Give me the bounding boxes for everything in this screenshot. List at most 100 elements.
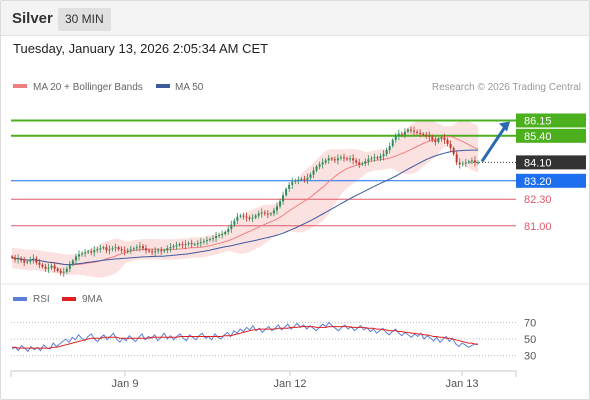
candle bbox=[38, 259, 41, 269]
candle bbox=[309, 172, 312, 180]
candle bbox=[47, 263, 50, 273]
candle bbox=[416, 129, 419, 135]
candle bbox=[385, 147, 388, 157]
candle-body bbox=[397, 133, 400, 136]
candle bbox=[245, 212, 248, 222]
candle bbox=[473, 156, 476, 167]
candle bbox=[333, 156, 336, 164]
candle bbox=[96, 247, 99, 253]
candle-body bbox=[123, 250, 126, 252]
timestamp: Tuesday, January 13, 2026 2:05:34 AM CET bbox=[13, 41, 269, 56]
candle bbox=[187, 240, 190, 247]
candle-body bbox=[361, 163, 364, 165]
candle bbox=[282, 191, 285, 205]
candle-body bbox=[120, 249, 123, 251]
interval-button[interactable]: 30 MIN bbox=[58, 8, 111, 31]
candle bbox=[175, 241, 178, 250]
candle bbox=[120, 246, 123, 254]
candle-body bbox=[428, 135, 431, 137]
candle bbox=[388, 142, 391, 154]
chart-header: Silver 30 MIN bbox=[1, 1, 589, 36]
candle-body bbox=[196, 243, 199, 245]
support-label: 82.30 bbox=[524, 194, 552, 206]
candle bbox=[355, 158, 358, 165]
candle-body bbox=[373, 157, 376, 159]
candle bbox=[108, 245, 111, 255]
candle-body bbox=[370, 158, 373, 160]
candle-body bbox=[96, 249, 99, 251]
candle bbox=[342, 153, 345, 162]
forecast-arrow-head bbox=[499, 121, 510, 132]
resistance-label: 85.40 bbox=[524, 131, 552, 143]
candle-body bbox=[376, 157, 379, 159]
candle-body bbox=[193, 244, 196, 246]
candle bbox=[288, 182, 291, 192]
candle-body bbox=[355, 160, 358, 163]
candle-body bbox=[81, 253, 84, 255]
candle-body bbox=[272, 210, 275, 214]
candle-body bbox=[199, 242, 202, 244]
candle-body bbox=[138, 246, 141, 248]
rsi-ma-line bbox=[12, 326, 478, 349]
candle-body bbox=[297, 179, 300, 181]
candle-body bbox=[452, 148, 455, 155]
candle-body bbox=[221, 233, 224, 235]
candle bbox=[193, 242, 196, 246]
candle bbox=[202, 238, 205, 245]
candle bbox=[446, 137, 449, 147]
candle bbox=[391, 138, 394, 148]
candle-body bbox=[108, 249, 111, 251]
candle-body bbox=[172, 246, 175, 248]
candle-body bbox=[434, 139, 437, 142]
candle bbox=[370, 156, 373, 162]
candle-body bbox=[275, 206, 278, 211]
ma20-line bbox=[11, 135, 479, 266]
candle bbox=[272, 207, 275, 217]
candle bbox=[236, 213, 239, 225]
rsi-ma-legend-swatch bbox=[62, 297, 76, 301]
candle bbox=[102, 245, 105, 250]
candle-body bbox=[26, 261, 29, 263]
candle bbox=[367, 155, 370, 166]
rsi-ma-legend-label: 9MA bbox=[82, 294, 103, 305]
candle-body bbox=[315, 166, 318, 171]
candle-body bbox=[470, 160, 473, 162]
candle bbox=[129, 245, 132, 254]
candle bbox=[437, 137, 440, 144]
candle-body bbox=[291, 181, 294, 185]
candle-body bbox=[44, 266, 47, 269]
moving-averages bbox=[11, 135, 479, 266]
candle bbox=[379, 153, 382, 162]
candle bbox=[17, 254, 20, 264]
candle bbox=[11, 254, 13, 260]
candle bbox=[306, 173, 309, 184]
candle-body bbox=[285, 188, 288, 196]
candle-body bbox=[181, 244, 184, 246]
candle bbox=[275, 202, 278, 215]
candle bbox=[440, 134, 443, 142]
candle bbox=[227, 225, 230, 235]
resistance-marker bbox=[516, 128, 586, 143]
candle bbox=[71, 258, 74, 267]
candle-body bbox=[300, 178, 303, 180]
bollinger-bands bbox=[12, 119, 478, 278]
candle bbox=[26, 259, 29, 265]
candle-body bbox=[367, 159, 370, 162]
ma20-legend-swatch bbox=[13, 84, 27, 88]
candle bbox=[285, 187, 288, 197]
candle-body bbox=[212, 238, 215, 240]
candle bbox=[254, 213, 257, 220]
candle bbox=[56, 267, 59, 273]
candle bbox=[184, 240, 187, 250]
candle bbox=[178, 242, 181, 247]
candle bbox=[59, 267, 62, 276]
candle-body bbox=[141, 246, 144, 249]
candle bbox=[461, 161, 464, 167]
candle-body bbox=[288, 184, 291, 189]
candle bbox=[199, 238, 202, 248]
candle-body bbox=[23, 260, 26, 263]
candle bbox=[196, 240, 199, 248]
candle bbox=[449, 140, 452, 152]
candle bbox=[212, 235, 215, 242]
candle-body bbox=[187, 243, 190, 245]
